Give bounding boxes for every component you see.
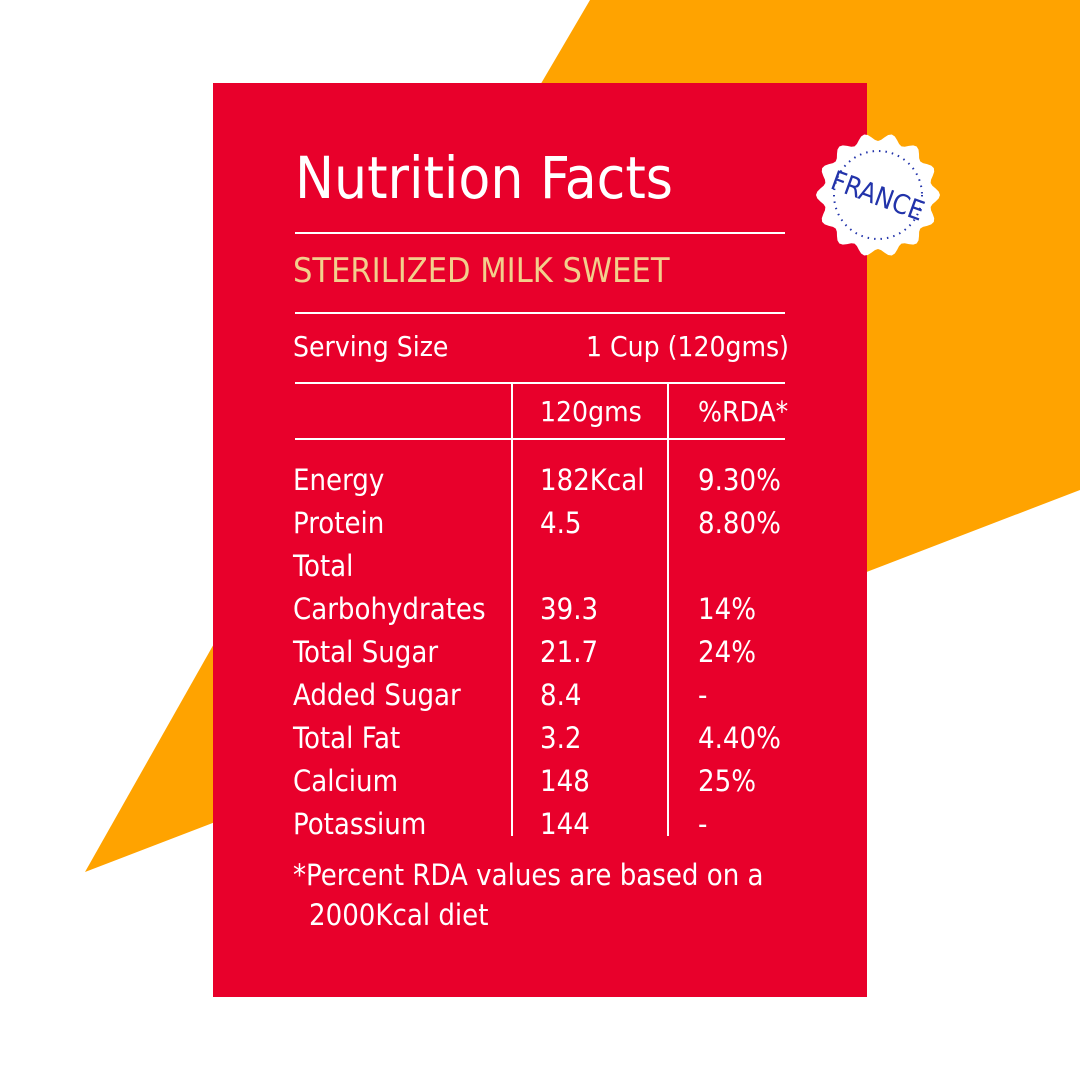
nutrient-amount: 144 xyxy=(540,807,590,841)
nutrient-name: Added Sugar xyxy=(293,678,461,712)
nutrient-table: Energy 182Kcal 9.30% Protein 4.5 8.80% Total Ca… xyxy=(213,459,867,846)
nutrient-rda: - xyxy=(698,807,708,841)
nutrient-amount: 4.5 xyxy=(540,506,582,540)
nutrient-amount: 148 xyxy=(540,764,590,798)
table-row: Total Fat 3.2 4.40% xyxy=(213,717,867,760)
page-title: Nutrition Facts xyxy=(295,144,673,212)
footnote-line-2: 2000Kcal diet xyxy=(309,898,489,932)
nutrient-name: Protein xyxy=(293,506,385,540)
nutrient-name: Energy xyxy=(293,463,385,497)
nutrient-amount: 3.2 xyxy=(540,721,582,755)
seal-dotted-ring xyxy=(833,150,923,240)
nutrient-amount: 39.3 xyxy=(540,592,599,626)
serving-divider xyxy=(295,382,785,384)
nutrient-rda: 25% xyxy=(698,764,756,798)
nutrient-amount: 21.7 xyxy=(540,635,599,669)
table-row: Carbohydrates 39.3 14% xyxy=(213,588,867,631)
table-row: Protein 4.5 8.80% xyxy=(213,502,867,545)
title-divider xyxy=(295,232,785,234)
nutrient-name: Calcium xyxy=(293,764,399,798)
column-divider-2 xyxy=(667,382,669,836)
table-row: Energy 182Kcal 9.30% xyxy=(213,459,867,502)
nutrient-rda: 8.80% xyxy=(698,506,781,540)
france-seal-icon: FRANCE xyxy=(816,134,940,256)
column-divider-1 xyxy=(511,382,513,836)
nutrient-name: Carbohydrates xyxy=(293,592,486,626)
column-header-rda: %RDA* xyxy=(698,395,789,428)
table-row: Calcium 148 25% xyxy=(213,760,867,803)
subtitle-divider xyxy=(295,312,785,314)
serving-size-value: 1 Cup (120gms) xyxy=(586,330,789,363)
footnote-line-1: *Percent RDA values are based on a xyxy=(293,858,764,892)
nutrient-amount: 8.4 xyxy=(540,678,582,712)
header-divider xyxy=(295,438,785,440)
nutrient-rda: 14% xyxy=(698,592,756,626)
table-row: Total xyxy=(213,545,867,588)
product-name: STERILIZED MILK SWEET xyxy=(293,251,670,291)
nutrient-rda: 4.40% xyxy=(698,721,781,755)
table-row: Potassium 144 - xyxy=(213,803,867,846)
serving-size-label: Serving Size xyxy=(293,330,449,363)
nutrient-rda: - xyxy=(698,678,708,712)
nutrient-name: Potassium xyxy=(293,807,427,841)
table-row: Added Sugar 8.4 - xyxy=(213,674,867,717)
nutrient-name: Total xyxy=(293,549,354,583)
nutrient-name: Total Sugar xyxy=(293,635,439,669)
nutrient-rda: 24% xyxy=(698,635,756,669)
nutrition-facts-card: Nutrition Facts STERILIZED MILK SWEET Se… xyxy=(213,83,867,997)
nutrient-amount: 182Kcal xyxy=(540,463,645,497)
nutrient-rda: 9.30% xyxy=(698,463,781,497)
table-row: Total Sugar 21.7 24% xyxy=(213,631,867,674)
nutrient-name: Total Fat xyxy=(293,721,401,755)
column-header-amount: 120gms xyxy=(540,395,642,428)
footnote: *Percent RDA values are based on a 2000K… xyxy=(293,855,813,935)
